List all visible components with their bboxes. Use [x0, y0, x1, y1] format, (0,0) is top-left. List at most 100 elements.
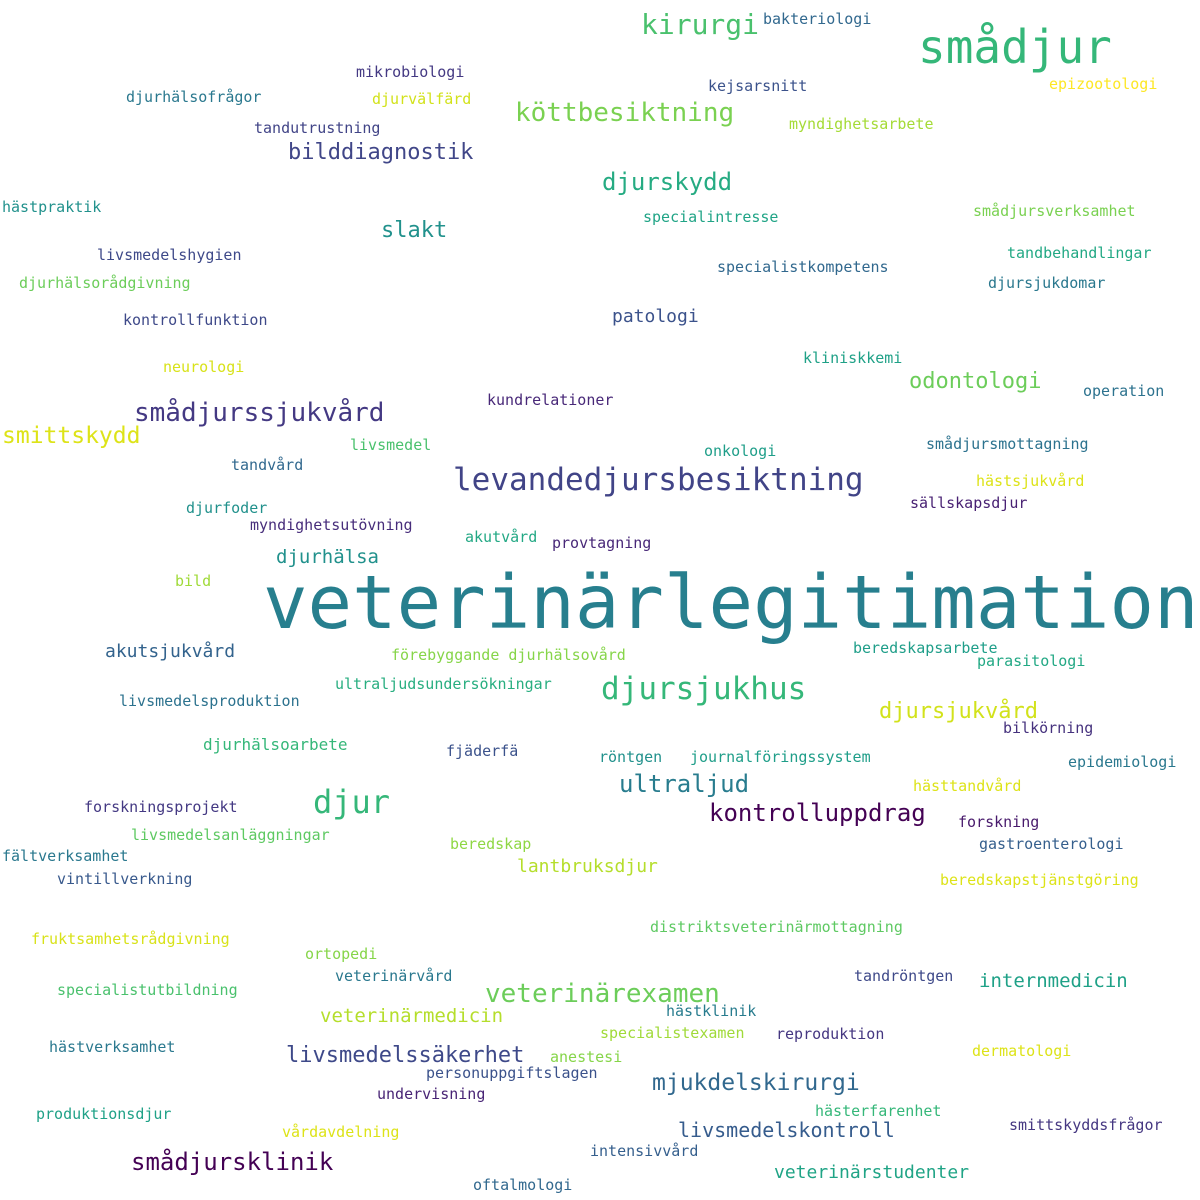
word: sällskapsdjur — [910, 494, 1028, 512]
word: djurhälsofrågor — [126, 88, 262, 106]
word: ortopedi — [305, 945, 378, 963]
word: djursjukdomar — [988, 274, 1106, 292]
word: produktionsdjur — [36, 1105, 172, 1123]
word: lantbruksdjur — [517, 856, 658, 877]
word: smittskyddsfrågor — [1009, 1116, 1163, 1134]
word: undervisning — [377, 1085, 486, 1103]
word: forskning — [958, 813, 1040, 831]
word: livsmedelshygien — [97, 246, 242, 264]
word: kontrolluppdrag — [709, 799, 926, 827]
word: fältverksamhet — [2, 847, 129, 865]
word: djursjukhus — [601, 671, 807, 707]
word: kejsarsnitt — [708, 77, 808, 95]
word: djurskydd — [602, 168, 733, 196]
word: specialistkompetens — [717, 258, 889, 276]
word: hästsjukvård — [976, 472, 1085, 490]
word: vårdavdelning — [282, 1123, 400, 1141]
word: oftalmologi — [473, 1176, 573, 1194]
word: provtagning — [552, 534, 652, 552]
word: fruktsamhetsrådgivning — [31, 930, 230, 948]
word: djurvälfärd — [372, 90, 472, 108]
word: livsmedelsproduktion — [119, 692, 300, 710]
word: kliniskkemi — [803, 349, 903, 367]
word: veterinärstudenter — [774, 1162, 970, 1183]
word: gastroenterologi — [979, 835, 1124, 853]
word: smådjursmottagning — [926, 435, 1089, 453]
word: bild — [175, 572, 212, 590]
word: distriktsveterinärmottagning — [650, 918, 903, 936]
word: akutsjukvård — [105, 641, 236, 662]
word: smittskydd — [2, 423, 141, 449]
word: specialintresse — [643, 208, 779, 226]
word: myndighetsarbete — [789, 115, 934, 133]
word: beredskap — [450, 835, 532, 853]
word: vintillverkning — [57, 870, 193, 888]
word: djurhälsorådgivning — [19, 274, 191, 292]
word: djurhälsoarbete — [203, 735, 348, 754]
word: mikrobiologi — [356, 63, 465, 81]
word: kundrelationer — [487, 391, 614, 409]
word: tandutrustning — [254, 119, 381, 137]
word: tandvård — [231, 456, 304, 474]
word: ultraljud — [619, 770, 750, 798]
word: internmedicin — [979, 970, 1128, 992]
word: slakt — [381, 218, 448, 243]
word: anestesi — [550, 1048, 623, 1066]
word: veterinärlegitimation — [263, 560, 1199, 646]
word: djur — [313, 783, 391, 821]
word: hästtandvård — [913, 777, 1022, 795]
word: livsmedel — [350, 436, 432, 454]
word: fjäderfä — [446, 742, 519, 760]
word: bilddiagnostik — [288, 140, 474, 165]
word: journalföringssystem — [690, 748, 871, 766]
word: parasitologi — [977, 652, 1086, 670]
word: mjukdelskirurgi — [652, 1070, 860, 1096]
word: bilkörning — [1003, 719, 1094, 737]
word: specialistutbildning — [57, 981, 238, 999]
word: hästerfarenhet — [815, 1102, 942, 1120]
word: odontologi — [909, 369, 1042, 394]
word: bakteriologi — [763, 10, 872, 28]
word: beredskapsarbete — [853, 639, 998, 657]
word: neurologi — [163, 358, 245, 376]
word: patologi — [612, 306, 699, 327]
word: djurhälsa — [276, 546, 379, 568]
word: reproduktion — [776, 1025, 885, 1043]
word: förebyggande djurhälsovård — [391, 646, 626, 664]
word: tandröntgen — [854, 967, 954, 985]
word: veterinärexamen — [485, 979, 720, 1009]
word: forskningsprojekt — [84, 798, 238, 816]
word: livsmedelskontroll — [678, 1118, 895, 1142]
word: kontrollfunktion — [123, 311, 268, 329]
word: röntgen — [599, 748, 663, 766]
word: veterinärmedicin — [320, 1005, 504, 1027]
word: epidemiologi — [1068, 753, 1177, 771]
word: djursjukvård — [879, 699, 1038, 724]
word: hästverksamhet — [49, 1038, 176, 1056]
word: personuppgiftslagen — [426, 1064, 598, 1082]
word: dermatologi — [972, 1042, 1072, 1060]
word: livsmedelssäkerhet — [286, 1043, 525, 1068]
word: hästpraktik — [2, 198, 102, 216]
word: livsmedelsanläggningar — [131, 826, 330, 844]
word: akutvård — [465, 528, 538, 546]
word: smådjurssjukvård — [134, 398, 385, 428]
word: epizootologi — [1049, 75, 1158, 93]
word: intensivvård — [590, 1142, 699, 1160]
word: specialistexamen — [600, 1024, 745, 1042]
word: smådjursverksamhet — [973, 202, 1136, 220]
word: operation — [1083, 382, 1165, 400]
word: hästklinik — [666, 1002, 757, 1020]
word: kirurgi — [641, 8, 760, 41]
word: smådjursklinik — [131, 1148, 334, 1176]
word: smådjur — [918, 20, 1112, 74]
word: köttbesiktning — [515, 98, 735, 128]
word: levandedjursbesiktning — [453, 462, 864, 498]
word: tandbehandlingar — [1007, 244, 1152, 262]
word: ultraljudsundersökningar — [335, 675, 552, 693]
word: beredskapstjänstgöring — [940, 871, 1139, 889]
word: myndighetsutövning — [250, 516, 413, 534]
word: veterinärvård — [335, 967, 453, 985]
word: onkologi — [704, 442, 777, 460]
